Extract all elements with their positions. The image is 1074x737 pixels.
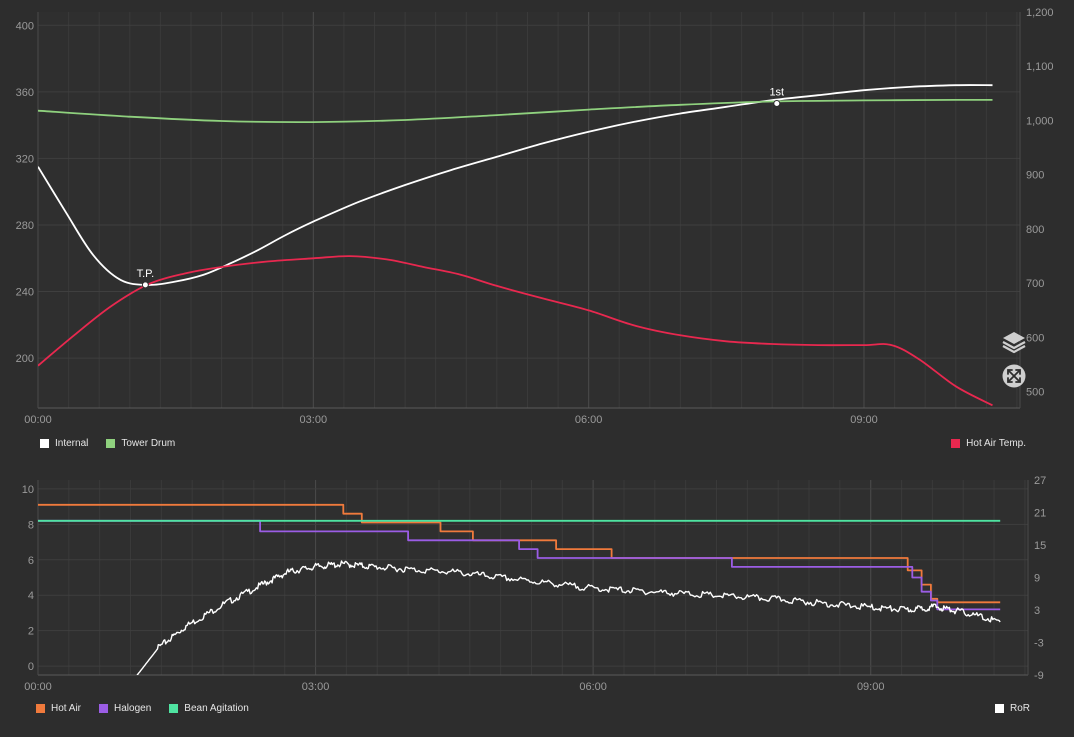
legend-item-hot-air-temp[interactable]: Hot Air Temp. bbox=[951, 438, 1026, 449]
expand-icon-glyph bbox=[1002, 364, 1026, 388]
legend-item-halogen[interactable]: Halogen bbox=[99, 703, 151, 714]
x-tick-label: 06:00 bbox=[579, 681, 607, 693]
chart-panel-0: 00:00 03:00 06:00 09:00 400 360 320 280 240 200 1,… bbox=[16, 7, 1054, 426]
legend-swatch-tower-drum bbox=[106, 439, 116, 448]
legend-bottom-left: Hot Air Halogen Bean Agitation bbox=[36, 703, 249, 714]
y-right-tick-label: -9 bbox=[1034, 670, 1044, 682]
y-left-tick-label: 200 bbox=[16, 353, 34, 365]
legend-top-left: Internal Tower Drum bbox=[40, 438, 175, 449]
y-right-tick-label: -3 bbox=[1034, 638, 1044, 650]
plot-area-1 bbox=[38, 480, 1028, 675]
y-left-tick-label: 2 bbox=[28, 626, 34, 638]
x-tick-label: 09:00 bbox=[850, 414, 878, 426]
legend-swatch-halogen bbox=[99, 704, 109, 713]
legend-label-halogen: Halogen bbox=[114, 703, 152, 714]
y-right-tick-label: 800 bbox=[1026, 224, 1044, 236]
legend-item-hot-air[interactable]: Hot Air bbox=[36, 703, 81, 714]
legend-label-bean-agitation: Bean Agitation bbox=[184, 703, 249, 714]
y-right-tick-label: 900 bbox=[1026, 170, 1044, 182]
y-left-tick-label: 10 bbox=[22, 484, 34, 496]
y-left-tick-label: 360 bbox=[16, 87, 34, 99]
y-left-tick-label: 280 bbox=[16, 220, 34, 232]
y-right-tick-label: 27 bbox=[1034, 475, 1046, 487]
y-left-tick-label: 320 bbox=[16, 153, 34, 165]
y-right-tick-label: 700 bbox=[1026, 278, 1044, 290]
x-tick-label: 00:00 bbox=[24, 681, 52, 693]
annotation-label-1st: 1st bbox=[769, 87, 784, 99]
y-right-tick-label: 3 bbox=[1034, 605, 1040, 617]
legend-label-hot-air-temp: Hot Air Temp. bbox=[966, 438, 1026, 449]
series-line-tower-drum bbox=[38, 98, 993, 124]
y-left-tick-label: 0 bbox=[28, 661, 34, 673]
legend-top-right: Hot Air Temp. bbox=[951, 438, 1026, 449]
y-right-tick-label: 600 bbox=[1026, 332, 1044, 344]
x-tick-label: 06:00 bbox=[575, 414, 603, 426]
plot-area-0 bbox=[38, 12, 1020, 408]
legend-swatch-ror bbox=[994, 704, 1004, 713]
annotation-marker-t-p bbox=[141, 281, 149, 289]
y-left-tick-label: 400 bbox=[16, 20, 34, 32]
annotation-label-t-p: T.P. bbox=[137, 268, 155, 280]
series-layer-0 bbox=[38, 84, 993, 407]
legend-label-ror: RoR bbox=[1009, 703, 1030, 714]
x-tick-label: 00:00 bbox=[24, 414, 52, 426]
series-line-ror bbox=[136, 560, 1001, 675]
expand-icon[interactable] bbox=[1002, 364, 1026, 388]
legend-swatch-hot-air bbox=[36, 704, 45, 713]
legend-bottom-right: RoR bbox=[994, 703, 1030, 714]
legend-label-internal: Internal bbox=[55, 438, 89, 449]
annotation-marker-1st bbox=[773, 100, 781, 108]
layers-icon-glyph bbox=[1002, 332, 1026, 354]
x-tick-label: 03:00 bbox=[302, 681, 330, 693]
y-left-tick-label: 4 bbox=[28, 590, 34, 602]
y-right-tick-label: 9 bbox=[1034, 573, 1040, 585]
legend-item-ror[interactable]: RoR bbox=[994, 703, 1030, 714]
y-right-tick-label: 500 bbox=[1026, 387, 1044, 399]
y-right-tick-label: 1,000 bbox=[1026, 115, 1054, 127]
y-left-tick-label: 6 bbox=[28, 555, 34, 567]
legend-swatch-internal bbox=[40, 439, 49, 448]
legend-item-bean-agitation[interactable]: Bean Agitation bbox=[169, 703, 249, 714]
series-line-halogen bbox=[38, 519, 1001, 611]
legend-label-hot-air: Hot Air bbox=[51, 703, 82, 714]
y-left-tick-label: 240 bbox=[16, 287, 34, 299]
legend-label-tower-drum: Tower Drum bbox=[121, 438, 176, 449]
legend-item-tower-drum[interactable]: Tower Drum bbox=[106, 438, 175, 449]
legend-swatch-hot-air-temp bbox=[951, 439, 961, 448]
legend-swatch-bean-agitation bbox=[169, 704, 179, 713]
series-line-hot-air-temp bbox=[38, 255, 993, 407]
legend-item-internal[interactable]: Internal bbox=[40, 438, 88, 449]
chart-panel-1: 00:00 03:00 06:00 09:00 10 8 6 4 2 0 27 21 15 9 3 -3 -9 bbox=[22, 475, 1047, 693]
y-right-tick-label: 1,200 bbox=[1026, 7, 1054, 19]
y-right-tick-label: 21 bbox=[1034, 508, 1046, 520]
layers-icon[interactable] bbox=[1002, 330, 1026, 354]
y-left-tick-label: 8 bbox=[28, 519, 34, 531]
series-line-internal bbox=[38, 84, 993, 286]
x-tick-label: 03:00 bbox=[300, 414, 328, 426]
minor-grid-0 bbox=[37, 12, 1018, 408]
series-layer-1 bbox=[38, 503, 1001, 675]
y-right-tick-label: 1,100 bbox=[1026, 61, 1054, 73]
x-tick-label: 09:00 bbox=[857, 681, 885, 693]
y-right-tick-label: 15 bbox=[1034, 540, 1046, 552]
